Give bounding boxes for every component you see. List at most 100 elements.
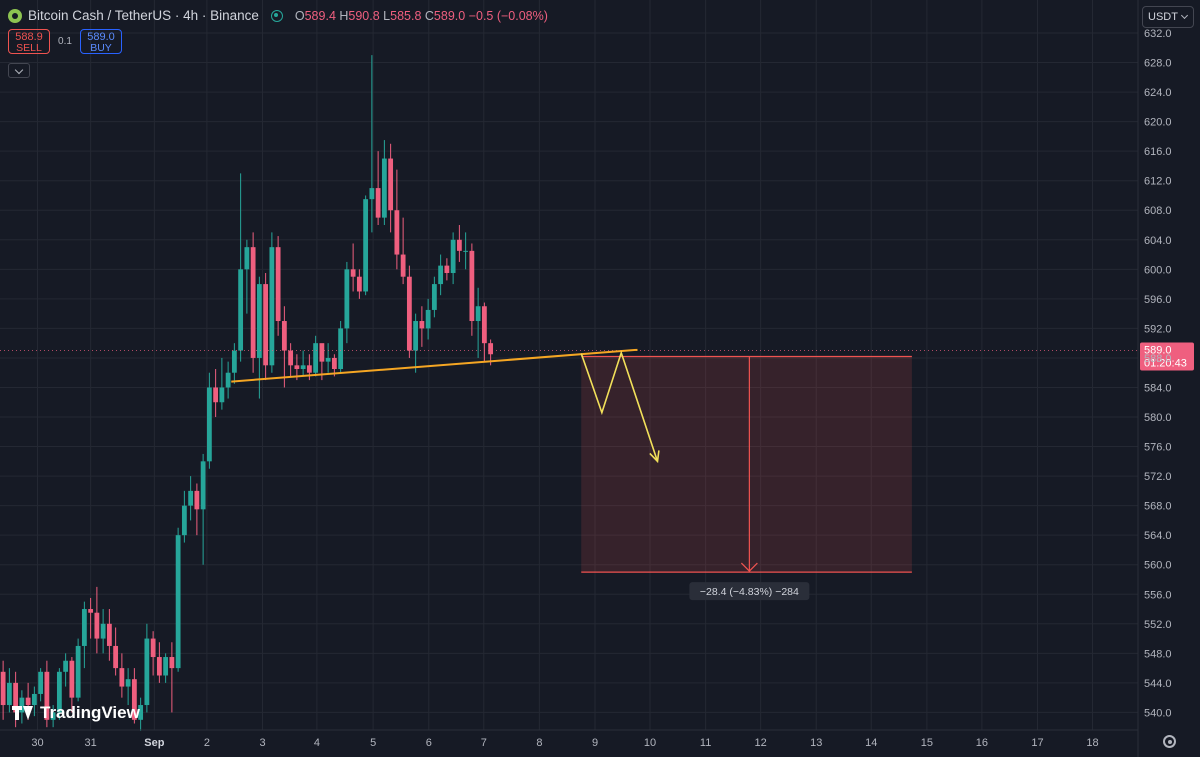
candle (206, 372, 212, 469)
sell-button[interactable]: 588.9 SELL (8, 29, 50, 54)
candle (338, 321, 344, 373)
time-tick-label: 8 (536, 737, 542, 749)
candle-body (306, 365, 312, 373)
chart-header: Bitcoin Cash / TetherUS · 4h · Binance O… (8, 8, 548, 23)
price-tick-label: 612.0 (1144, 176, 1172, 188)
collapse-toggle[interactable] (8, 63, 30, 78)
candle-body (125, 679, 131, 687)
time-tick-label: 4 (314, 737, 320, 749)
candle (44, 660, 50, 728)
time-tick-label: 16 (976, 737, 988, 749)
order-quantity[interactable]: 0.1 (58, 36, 72, 47)
time-tick-label: 14 (865, 737, 877, 749)
candle (356, 269, 362, 299)
candle-body (363, 199, 369, 292)
price-tick-label: 620.0 (1144, 117, 1172, 129)
candle-body (94, 612, 100, 639)
candle (281, 306, 287, 388)
candle (125, 668, 131, 706)
measure-label-bg (689, 582, 810, 601)
candle-body (331, 357, 337, 370)
candle-body (144, 638, 150, 706)
candle-body (25, 697, 31, 706)
candle (6, 668, 12, 713)
price-tick-label: 556.0 (1144, 589, 1172, 601)
buy-button[interactable]: 589.0 BUY (80, 29, 122, 54)
candle (394, 169, 400, 270)
candle-body (81, 609, 87, 646)
price-tick-label: 616.0 (1144, 146, 1172, 158)
candle-body (450, 239, 456, 274)
candle (131, 668, 137, 724)
price-tick-label: 584.0 (1144, 382, 1172, 394)
tradingview-logo[interactable]: TradingView (12, 703, 140, 723)
candle-body (200, 461, 206, 510)
candle-body (356, 276, 362, 292)
candle-body (13, 682, 19, 713)
currency-select[interactable]: USDT (1142, 6, 1194, 28)
last-price-line: 589.001:20:43 (0, 342, 1194, 371)
candle-body (325, 357, 331, 362)
candle (213, 369, 219, 418)
candle-body (219, 387, 225, 403)
candle-body (213, 387, 219, 403)
time-tick-label: 6 (426, 737, 432, 749)
candle (450, 232, 456, 285)
candle-body (463, 250, 469, 252)
candle (369, 55, 375, 233)
candle-body (75, 645, 81, 698)
candle-body (481, 306, 487, 344)
candle (100, 609, 106, 654)
price-tick-label: 572.0 (1144, 471, 1172, 483)
candle (419, 306, 425, 347)
time-axis: 30 31 Sep 2 3 4 5 6 7 8 9 10 11 12 13 14 15 16 17 18 (0, 729, 1138, 749)
price-tick-label: 544.0 (1144, 678, 1172, 690)
candle-body (263, 284, 269, 366)
candle (300, 350, 306, 377)
candle (88, 597, 94, 639)
candle (106, 609, 112, 661)
candle (388, 143, 394, 233)
candle (344, 261, 350, 344)
countdown-label: 01:20:43 (1144, 358, 1187, 370)
candle-body (431, 284, 437, 310)
candle (69, 657, 75, 713)
candle (163, 653, 169, 683)
candle (219, 357, 225, 410)
candle-body (400, 254, 406, 277)
candle-body (338, 328, 344, 370)
time-tick-label: 10 (644, 737, 656, 749)
candle (481, 302, 487, 362)
candle (194, 483, 200, 536)
candle (56, 668, 62, 720)
trade-panel: 588.9 SELL 0.1 589.0 BUY (8, 29, 122, 54)
price-tick-label: 564.0 (1144, 530, 1172, 542)
candle (438, 254, 444, 296)
eye-icon[interactable] (270, 9, 283, 22)
candle (431, 276, 437, 318)
gear-icon[interactable] (1163, 735, 1176, 748)
candle (75, 638, 81, 702)
tradingview-logo-icon (12, 706, 34, 720)
candle-body (444, 265, 450, 274)
symbol-title[interactable]: Bitcoin Cash / TetherUS · 4h · Binance (28, 8, 259, 23)
candle (269, 232, 275, 373)
candle-body (313, 343, 319, 373)
candle-body (56, 671, 62, 713)
candle (144, 623, 150, 713)
candle-body (31, 693, 37, 706)
candle-body (150, 638, 156, 658)
price-tick-label: 628.0 (1144, 58, 1172, 70)
price-tick-label: 580.0 (1144, 412, 1172, 424)
price-tick-label: 596.0 (1144, 294, 1172, 306)
candle (350, 243, 356, 292)
candle-body (119, 668, 125, 687)
candle-body (188, 490, 194, 506)
candle-body (69, 660, 75, 698)
candle (250, 232, 256, 373)
candle-body (156, 657, 162, 676)
candle-body (375, 188, 381, 218)
candle-body (88, 609, 94, 613)
candle-body (388, 158, 394, 211)
